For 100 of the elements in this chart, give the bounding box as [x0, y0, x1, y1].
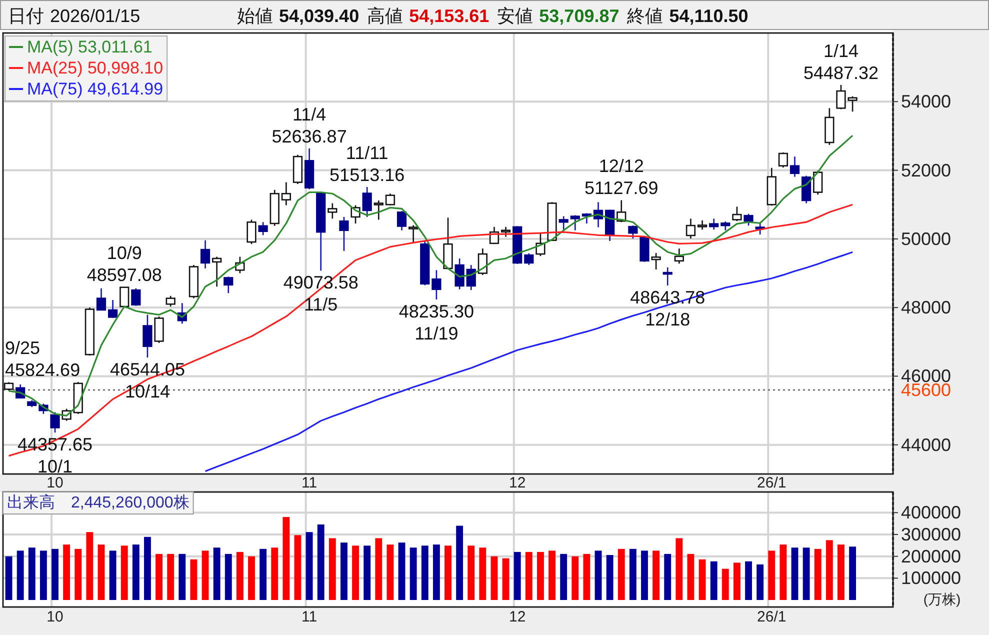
bar [86, 532, 94, 600]
bar [236, 552, 244, 600]
bar [52, 548, 58, 600]
bar [802, 548, 810, 600]
line-series [204, 251, 854, 472]
bar [271, 548, 278, 600]
bar [132, 544, 140, 600]
bar [722, 568, 729, 600]
y-tick-label: 400000 [901, 502, 962, 523]
bar [710, 561, 718, 600]
bar [849, 546, 856, 600]
bar [375, 538, 382, 600]
bar [826, 540, 833, 600]
annotation: 9/25 [5, 338, 40, 358]
bar [490, 556, 498, 600]
legend-label: MA(25) 50,998.10 [27, 58, 164, 78]
bar [479, 548, 486, 600]
bar [698, 559, 706, 600]
bar [664, 554, 672, 600]
annotation: 11/19 [414, 323, 458, 344]
annotation: 48597.08 [86, 265, 162, 286]
annotation: 51513.16 [330, 164, 405, 185]
y-tick-label: 200000 [901, 546, 962, 566]
text: 高値 [367, 6, 404, 26]
bar [618, 548, 625, 600]
bar [537, 552, 544, 600]
y-tick-label: 100000 [901, 568, 962, 588]
bar [5, 556, 12, 600]
bar [629, 548, 636, 600]
text: 54,153.61 [409, 6, 490, 26]
legend-label: MA(5) 53,011.61 [27, 38, 152, 56]
bar [421, 546, 428, 600]
text: 終値 [626, 6, 664, 26]
bar [676, 538, 683, 600]
y-axis-title: (万株) [923, 591, 961, 607]
bar [306, 532, 313, 600]
x-tick-label: 10 [46, 474, 64, 492]
bar [687, 554, 694, 600]
text: 安値 [497, 6, 534, 26]
y-tick-label: 48000 [901, 298, 952, 318]
x-tick-label: 12 [509, 474, 526, 492]
text: 日付 [8, 6, 44, 26]
bar [525, 552, 532, 600]
bar [213, 548, 220, 600]
annotation: 1/14 [823, 40, 859, 61]
bar [328, 538, 336, 600]
x-tick-label: 11 [302, 474, 318, 492]
text: 54,110.50 [669, 6, 748, 26]
bar [260, 548, 267, 600]
bar [282, 517, 290, 600]
y-tick-label: 52000 [901, 160, 952, 180]
y-tick-label: 300000 [901, 524, 962, 544]
bar [398, 542, 406, 600]
bar [606, 555, 614, 600]
bar [756, 564, 764, 600]
text: 2026/01/15 [50, 6, 140, 26]
bar [444, 546, 452, 600]
bar [364, 546, 371, 600]
annotation: 12/12 [598, 156, 644, 176]
bar [63, 544, 70, 600]
bar [40, 550, 47, 600]
bar [386, 544, 394, 600]
bar [317, 524, 324, 600]
bar [190, 559, 198, 600]
bar [456, 526, 464, 600]
annotation: 10/1 [37, 456, 73, 477]
bar [224, 554, 232, 600]
bar [768, 550, 776, 600]
annotation: 48235.30 [398, 301, 474, 322]
bar [16, 550, 24, 600]
bar [745, 561, 752, 600]
bar [98, 544, 105, 600]
bar [248, 556, 255, 600]
bar [641, 550, 648, 600]
bar [548, 550, 556, 600]
text: 54,039.40 [279, 6, 360, 26]
annotation: 54487.32 [803, 62, 879, 83]
bar [144, 536, 151, 600]
bar [652, 550, 660, 600]
bar [202, 550, 209, 600]
annotation: 10/14 [124, 382, 170, 402]
bar [28, 548, 36, 600]
chart-title: 出来高 2,445,260,000株 [7, 494, 190, 512]
bar [74, 548, 82, 600]
bar [502, 558, 510, 600]
annotation: 11/4 [292, 104, 326, 124]
bar [572, 556, 579, 600]
text: 53,709.87 [539, 6, 620, 26]
annotation: 11/11 [346, 142, 388, 163]
bar [410, 548, 417, 600]
bar [560, 554, 568, 600]
bar [814, 548, 822, 600]
bar [178, 554, 186, 600]
bar [514, 552, 521, 600]
bar [109, 550, 116, 600]
bar [340, 542, 348, 600]
bar [791, 548, 798, 600]
bar [156, 554, 163, 600]
x-tick-label: 26/1 [757, 474, 786, 492]
bar [294, 535, 302, 600]
